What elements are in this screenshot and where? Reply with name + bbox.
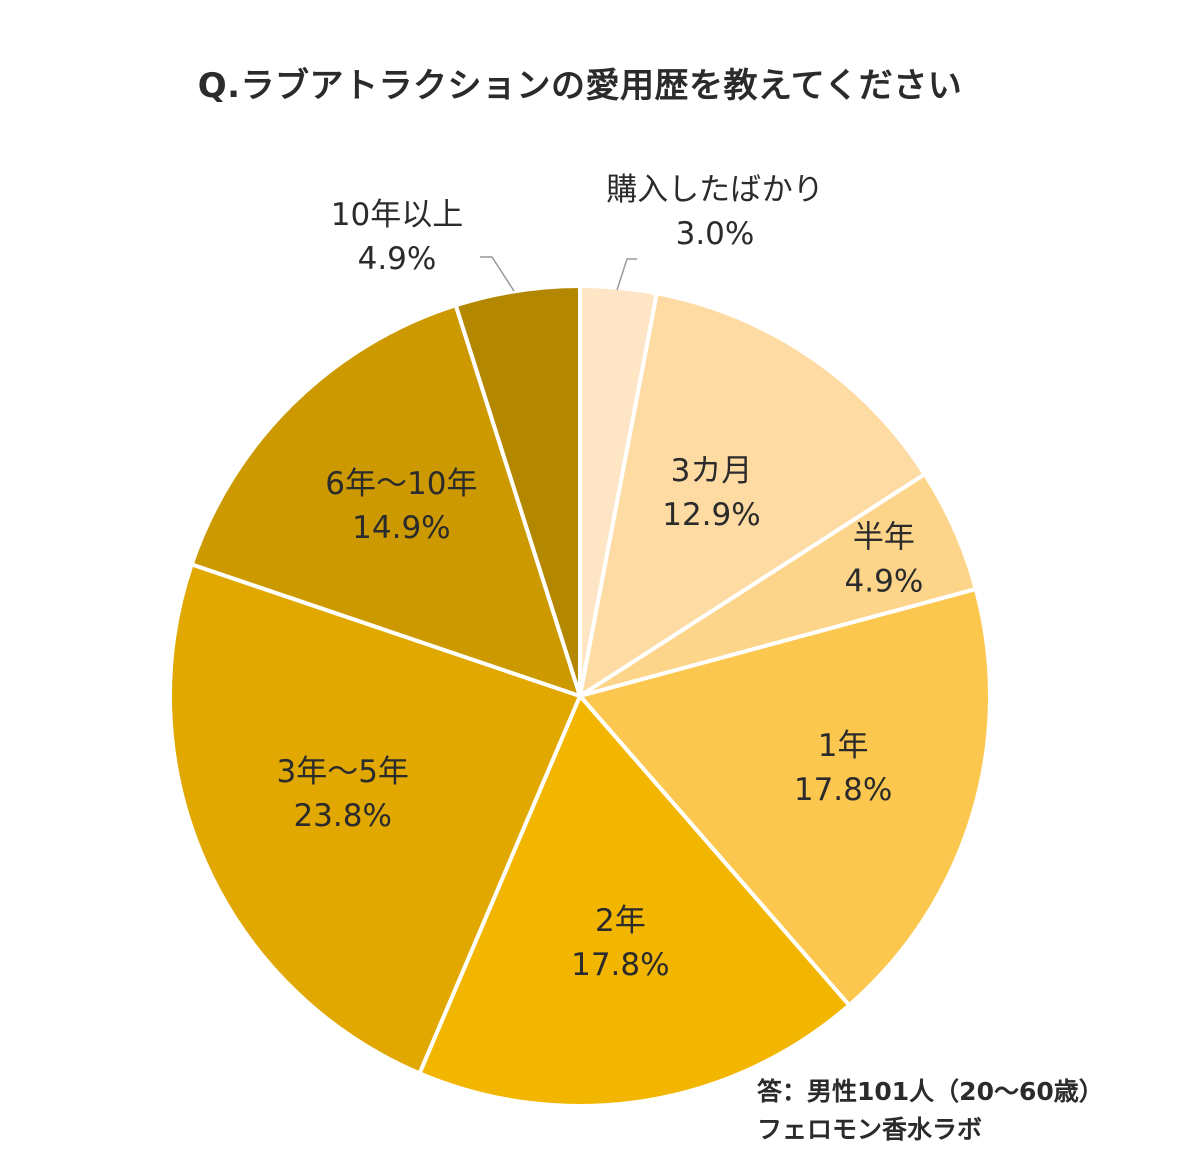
slice-label-1: 3カ月 xyxy=(671,453,753,489)
chart-footer: 答：男性101人（20～60歳） フェロモン香水ラボ xyxy=(757,1073,1104,1149)
slice-label-0: 購入したばかり xyxy=(606,172,824,208)
footer-respondents: 答：男性101人（20～60歳） xyxy=(757,1077,1104,1106)
slice-label-6: 6年～10年 xyxy=(325,466,477,502)
pie-slice-6 xyxy=(189,303,582,698)
slice-label-3: 1年 xyxy=(818,728,869,764)
slice-value-6: 14.9% xyxy=(352,510,450,546)
slice-label-2: 半年 xyxy=(853,519,915,555)
pie-slice-3 xyxy=(578,587,992,1008)
leader-line-7 xyxy=(480,256,515,292)
slice-value-3: 17.8% xyxy=(794,772,892,808)
pie-slices xyxy=(168,284,992,1109)
slice-label-7: 10年以上 xyxy=(331,197,463,233)
chart-title: Q.ラブアトラクションの愛用歴を教えてください xyxy=(197,66,963,106)
footer-source: フェロモン香水ラボ xyxy=(757,1115,983,1144)
slice-value-0: 3.0% xyxy=(676,216,755,252)
slice-value-4: 17.8% xyxy=(571,947,669,983)
pie-slice-1 xyxy=(578,291,927,698)
leader-lines xyxy=(480,256,637,292)
pie-slice-7 xyxy=(453,284,582,698)
pie-slice-4 xyxy=(417,694,852,1109)
slice-value-2: 4.9% xyxy=(845,563,924,599)
slice-label-5: 3年～5年 xyxy=(276,754,408,790)
slice-value-1: 12.9% xyxy=(662,497,760,533)
slice-labels: 購入したばかり 3.0% 3カ月 12.9% 半年 4.9% 1年 17.8% 2年 17.8% 3… xyxy=(276,172,923,983)
slice-value-7: 4.9% xyxy=(358,241,437,277)
leader-line-0 xyxy=(616,258,637,291)
slice-value-5: 23.8% xyxy=(293,798,391,834)
slice-label-4: 2年 xyxy=(595,903,646,939)
pie-slice-5 xyxy=(168,562,582,1076)
